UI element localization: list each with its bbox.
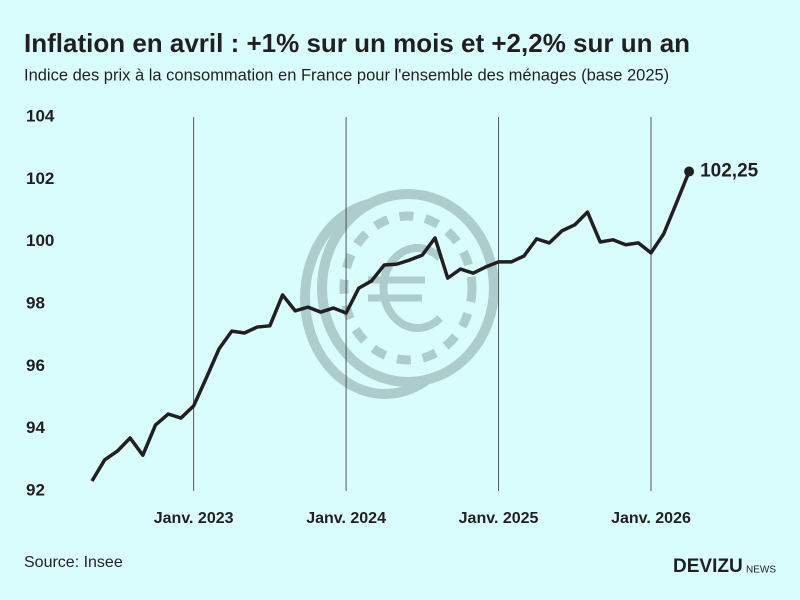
- y-tick-label: 104: [26, 106, 55, 125]
- x-tick-label: Janv. 2026: [611, 510, 691, 527]
- line: [90, 170, 691, 482]
- y-tick-label: 92: [26, 480, 45, 499]
- y-tick-label: 102: [26, 169, 54, 188]
- source: Source: Insee: [24, 554, 123, 571]
- brand: DEVIZU: [673, 556, 743, 577]
- end-point: [684, 166, 695, 177]
- x-tick-label: Janv. 2024: [306, 510, 386, 527]
- chart-title: Inflation en avril : +1% sur un mois et …: [24, 28, 690, 58]
- y-tick-label: 96: [26, 356, 45, 375]
- brand-suffix: NEWS: [746, 565, 776, 576]
- y-tick-label: 94: [26, 418, 45, 437]
- x-tick-label: Janv. 2023: [154, 510, 234, 527]
- value-label: 102,25: [700, 161, 759, 182]
- coin-icon: [300, 189, 499, 399]
- x-tick-label: Janv. 2025: [459, 510, 539, 527]
- chart-subtitle: Indice des prix à la consommation en Fra…: [24, 66, 669, 84]
- y-tick-label: 98: [26, 293, 45, 312]
- y-tick-label: 100: [26, 231, 54, 250]
